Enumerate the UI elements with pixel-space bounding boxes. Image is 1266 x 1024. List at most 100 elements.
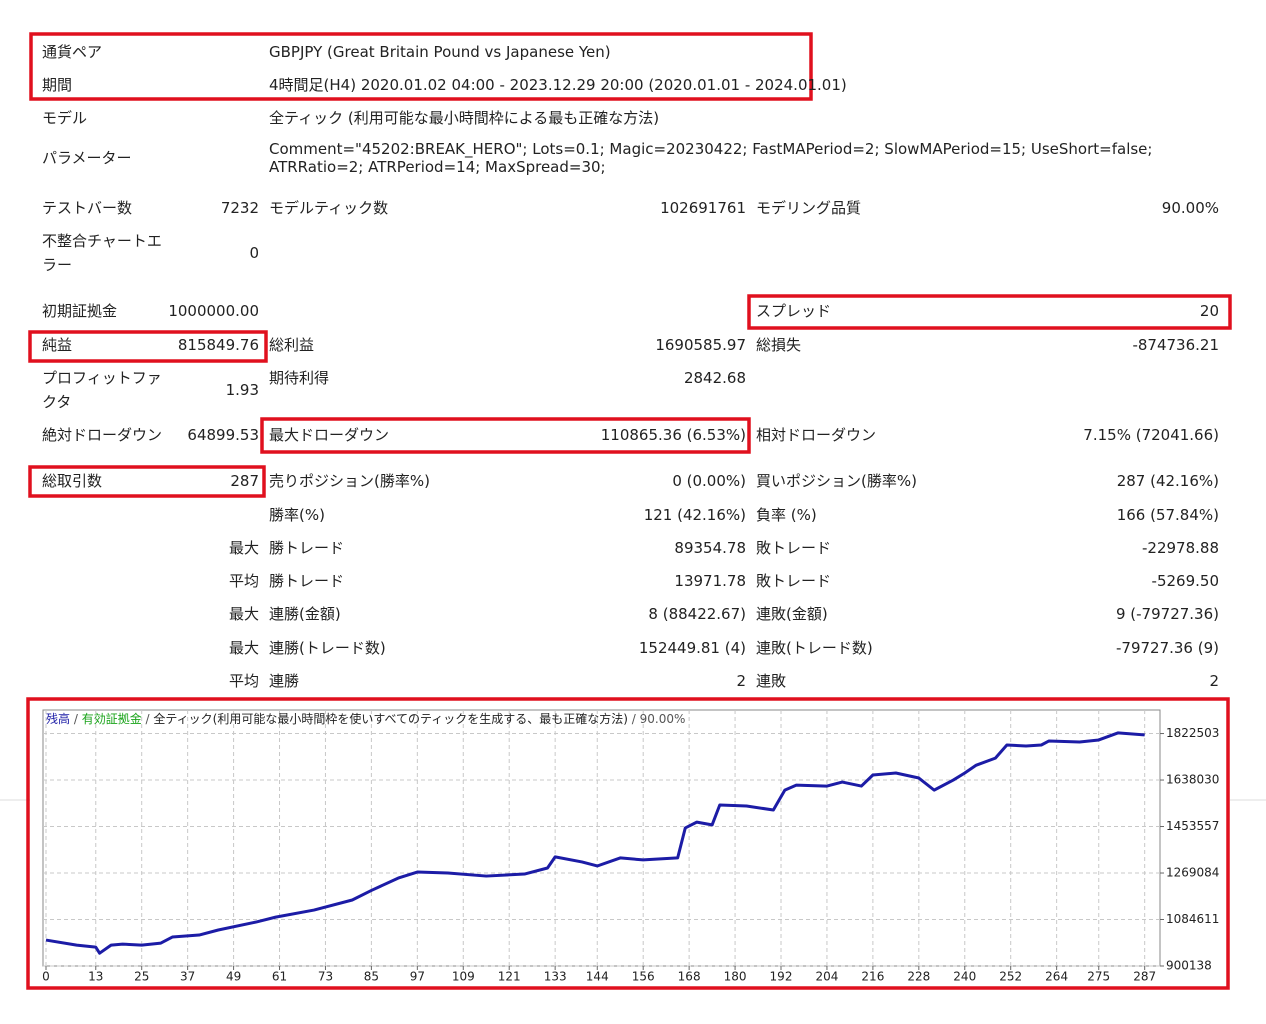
- balance-line: [45, 731, 1145, 955]
- stat-label: 総利益: [269, 336, 315, 354]
- field-value: Comment="45202:BREAK_HERO"; Lots=0.1; Ma…: [269, 140, 1153, 176]
- stat-value: 2842.68: [683, 369, 746, 387]
- stat-value: 1000000.00: [168, 302, 259, 320]
- stat-label: 勝率(%): [269, 506, 325, 524]
- x-tick-label: 133: [544, 970, 567, 984]
- stat-value: 287: [230, 472, 259, 490]
- x-tick-label: 49: [226, 970, 241, 984]
- stat-value: 1690585.97: [655, 336, 746, 354]
- stat-value: 7232: [220, 199, 259, 217]
- y-tick-label: 900138: [1166, 959, 1212, 973]
- row-prefix: 平均: [228, 672, 259, 690]
- stat-label: 勝トレード: [269, 539, 345, 557]
- stat-label: 総取引数: [42, 472, 103, 490]
- stat-label: 連敗(トレード数): [756, 639, 873, 657]
- stat-label: 連勝: [269, 672, 300, 690]
- stat-label: 相対ドローダウン: [756, 426, 877, 444]
- stat-label: 勝トレード: [269, 572, 345, 590]
- stat-value: 20: [1199, 302, 1219, 320]
- stat-value: 815849.76: [177, 336, 259, 354]
- y-tick-label: 1269084: [1166, 866, 1219, 880]
- field-value: 全ティック (利用可能な最小時間枠による最も正確な方法): [269, 109, 660, 127]
- stat-value: -22978.88: [1142, 539, 1219, 557]
- y-tick-label: 1638030: [1166, 773, 1219, 787]
- stat-label: 敗トレード: [756, 539, 832, 557]
- row-prefix: 平均: [228, 572, 259, 590]
- stat-label: プロフィットファクタ: [42, 369, 162, 411]
- stat-value: 166 (57.84%): [1116, 506, 1219, 524]
- field-value: 4時間足(H4) 2020.01.02 04:00 - 2023.12.29 2…: [269, 76, 847, 94]
- x-tick-label: 144: [586, 970, 609, 984]
- field-label: モデル: [42, 109, 88, 127]
- field-value: GBPJPY (Great Britain Pound vs Japanese …: [269, 43, 611, 61]
- stat-value: 110865.36 (6.53%): [600, 426, 746, 444]
- x-tick-label: 0: [42, 970, 50, 984]
- legend-separator: /: [142, 712, 154, 726]
- stat-label: 最大ドローダウン: [269, 426, 390, 444]
- x-tick-label: 168: [678, 970, 701, 984]
- stat-value: 152449.81 (4): [638, 639, 746, 657]
- stat-label: 売りポジション(勝率%): [269, 472, 430, 490]
- x-tick-label: 252: [999, 970, 1022, 984]
- stat-label: 連敗: [756, 672, 787, 690]
- highlight-box: [747, 294, 1232, 330]
- x-tick-label: 156: [632, 970, 655, 984]
- x-tick-label: 228: [907, 970, 930, 984]
- x-tick-label: 192: [770, 970, 793, 984]
- x-tick-label: 216: [861, 970, 884, 984]
- stat-value: 0 (0.00%): [672, 472, 746, 490]
- legend: 残高 / 有効証拠金 / 全ティック(利用可能な最小時間枠を使いすべてのティック…: [46, 711, 685, 726]
- y-tick-label: 1822503: [1166, 726, 1219, 740]
- legend-item: 残高: [46, 711, 70, 726]
- x-tick-label: 180: [724, 970, 747, 984]
- x-tick-label: 240: [953, 970, 976, 984]
- row-prefix: 最大: [228, 539, 259, 557]
- x-tick-label: 85: [364, 970, 379, 984]
- plot-frame: [42, 709, 1161, 967]
- stat-value: -5269.50: [1151, 572, 1219, 590]
- row-prefix: 最大: [228, 605, 259, 623]
- stat-label: 期待利得: [269, 369, 330, 387]
- stat-value: 121 (42.16%): [643, 506, 746, 524]
- stat-label: 連勝(トレード数): [269, 639, 386, 657]
- stat-label: モデルティック数: [269, 199, 389, 217]
- stat-value: 9 (-79727.36): [1115, 605, 1219, 623]
- stat-label: テストバー数: [42, 199, 133, 217]
- stat-value: 0: [249, 244, 259, 262]
- y-tick-label: 1453557: [1166, 819, 1219, 833]
- stat-value: 2: [1209, 672, 1219, 690]
- stat-label: 負率 (%): [756, 506, 817, 524]
- stat-label: 連勝(金額): [269, 605, 341, 623]
- x-tick-label: 121: [498, 970, 521, 984]
- stat-value: 102691761: [660, 199, 746, 217]
- x-tick-label: 109: [452, 970, 475, 984]
- x-tick-label: 264: [1045, 970, 1068, 984]
- highlight-box: [260, 417, 751, 454]
- legend-item: 90.00%: [640, 712, 686, 726]
- legend-item: 全ティック(利用可能な最小時間枠を使いすべてのティックを生成する、最も正確な方法…: [153, 711, 628, 726]
- legend-item: 有効証拠金: [82, 711, 142, 726]
- x-tick-label: 287: [1133, 970, 1156, 984]
- field-label: 期間: [42, 76, 73, 94]
- stat-value: 1.93: [225, 381, 259, 399]
- legend-separator: /: [628, 712, 640, 726]
- stat-value: 13971.78: [674, 572, 746, 590]
- legend-separator: /: [70, 712, 82, 726]
- stat-label: 総損失: [756, 336, 802, 354]
- stat-value: 90.00%: [1161, 199, 1219, 217]
- x-tick-label: 37: [180, 970, 195, 984]
- stat-label: 絶対ドローダウン: [42, 426, 163, 444]
- x-tick-label: 61: [272, 970, 287, 984]
- highlight-box: [26, 697, 1230, 990]
- stat-value: -874736.21: [1132, 336, 1219, 354]
- stat-value: 64899.53: [187, 426, 259, 444]
- y-tick-label: 1084611: [1166, 912, 1219, 926]
- x-tick-label: 25: [134, 970, 149, 984]
- stat-label: モデリング品質: [756, 199, 862, 217]
- stat-label: スプレッド: [756, 302, 832, 320]
- stat-label: 買いポジション(勝率%): [756, 472, 917, 490]
- highlight-boxes: [26, 32, 1232, 990]
- row-prefix: 最大: [228, 639, 259, 657]
- x-tick-label: 97: [410, 970, 425, 984]
